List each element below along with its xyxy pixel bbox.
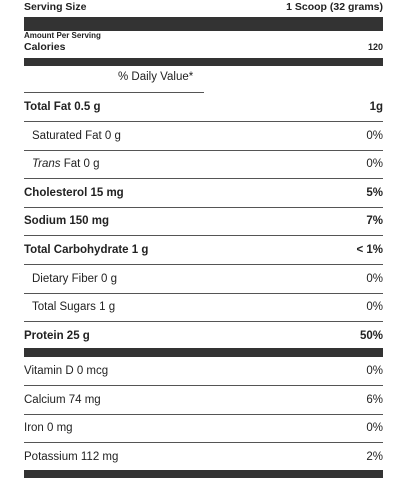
serving-size: 1 Scoop (32 grams): [286, 1, 383, 13]
nutrient-row: Potassium 112 mg 2%: [24, 447, 383, 467]
nutrient-prefix: Trans: [32, 158, 61, 170]
daily-value: 50%: [359, 330, 383, 342]
daily-value: 2%: [366, 451, 383, 463]
daily-value-heading: % Daily Value*: [118, 71, 194, 83]
nutrient-label: Saturated Fat 0 g: [32, 126, 121, 146]
rule: [24, 121, 383, 122]
nutrient-label: Protein 25 g: [24, 326, 90, 346]
nutrient-label: Trans Fat 0 g: [32, 154, 100, 174]
nutrient-label: Cholesterol 15 mg: [24, 183, 124, 203]
nutrient-label: Total Carbohydrate 1 g: [24, 240, 148, 260]
daily-value: 1g: [369, 101, 383, 113]
thick-bar: [24, 470, 383, 478]
rule: [24, 442, 383, 443]
nutrient-label: Iron 0 mg: [24, 418, 73, 438]
nutrient-label: Sodium 150 mg: [24, 211, 109, 231]
rule: [24, 207, 383, 208]
nutrient-row: Trans Fat 0 g 0%: [24, 154, 383, 174]
daily-value: 0%: [366, 422, 383, 434]
calories-label: Calories: [24, 41, 66, 53]
nutrient-name: Total Fat 0.5 g: [24, 101, 101, 113]
rule: [24, 321, 383, 322]
nutrient-label: Calcium 74 mg: [24, 390, 101, 410]
nutrient-row: Calcium 74 mg 6%: [24, 390, 383, 410]
rule: [24, 264, 383, 265]
rule: [24, 178, 383, 179]
nutrient-name: Dietary Fiber 0 g: [32, 273, 118, 285]
nutrient-name: Iron 0 mg: [24, 422, 73, 434]
daily-value: 0%: [366, 365, 383, 377]
nutrient-name: Fat 0 g: [63, 158, 100, 170]
nutrient-name: Vitamin D 0 mcg: [24, 365, 109, 377]
rule: [24, 385, 383, 386]
rule: [24, 92, 204, 93]
nutrient-row: Total Fat 0.5 g 1g: [24, 97, 383, 117]
rule: [24, 293, 383, 294]
daily-value: 7%: [366, 215, 383, 227]
nutrient-label: Dietary Fiber 0 g: [32, 269, 117, 289]
daily-value: 0%: [366, 130, 383, 142]
nutrient-row: Sodium 150 mg 7%: [24, 211, 383, 231]
daily-value: < 1%: [356, 244, 383, 256]
rule: [24, 414, 383, 415]
nutrient-label: Total Sugars 1 g: [32, 297, 115, 317]
nutrient-row: Dietary Fiber 0 g 0%: [24, 269, 383, 289]
nutrient-name: Saturated Fat 0 g: [32, 130, 121, 142]
nutrient-row: Total Carbohydrate 1 g < 1%: [24, 240, 383, 260]
nutrient-name: Calcium 74 mg: [24, 394, 101, 406]
nutrient-label: Potassium 112 mg: [24, 447, 118, 467]
nutrient-label: Vitamin D 0 mcg: [24, 361, 108, 381]
nutrient-row: Protein 25 g 50%: [24, 326, 383, 346]
rule: [24, 150, 383, 151]
nutrient-row: Total Sugars 1 g 0%: [24, 297, 383, 317]
daily-value: 0%: [366, 301, 383, 313]
rule: [24, 235, 383, 236]
nutrient-name: Protein 25 g: [24, 330, 90, 342]
nutrient-name: Potassium 112 mg: [24, 451, 119, 463]
thick-bar: [24, 17, 383, 31]
thick-bar: [24, 348, 383, 357]
nutrient-row: Iron 0 mg 0%: [24, 418, 383, 438]
thick-bar: [24, 58, 383, 66]
nutrient-name: Total Sugars 1 g: [32, 301, 116, 313]
daily-value: 0%: [366, 273, 383, 285]
calories: 120: [367, 42, 383, 52]
daily-value: 0%: [366, 158, 383, 170]
amount-per-serving: Amount Per Serving: [24, 31, 101, 40]
daily-value: 6%: [366, 394, 383, 406]
nutrient-name: Cholesterol 15 mg: [24, 187, 124, 199]
serving-size-label: Serving Size: [24, 1, 87, 13]
nutrient-row: Vitamin D 0 mcg 0%: [24, 361, 383, 381]
nutrient-name: Sodium 150 mg: [24, 215, 109, 227]
nutrient-row: Saturated Fat 0 g 0%: [24, 126, 383, 146]
nutrient-name: Total Carbohydrate 1 g: [24, 244, 149, 256]
daily-value: 5%: [366, 187, 383, 199]
nutrient-row: Cholesterol 15 mg 5%: [24, 183, 383, 203]
nutrient-label: Total Fat 0.5 g: [24, 97, 100, 117]
